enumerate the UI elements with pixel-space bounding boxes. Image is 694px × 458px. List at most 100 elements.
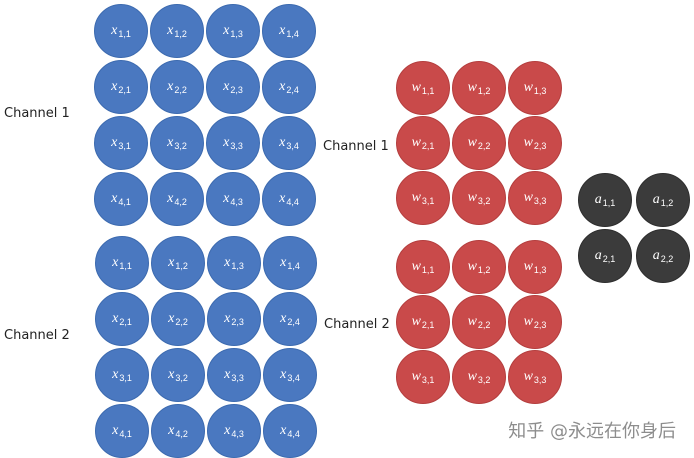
node-label: x2,4 — [279, 78, 299, 95]
node-label: x2,4 — [280, 310, 300, 327]
x-node-1-3: x1,3 — [207, 236, 261, 290]
w-node-1-2: w1,2 — [452, 240, 506, 294]
node-label: w1,3 — [523, 258, 547, 275]
w-node-1-1: w1,1 — [396, 240, 450, 294]
node-label: x4,1 — [112, 422, 132, 439]
x-node-3-3: x3,3 — [207, 348, 261, 402]
node-label: x2,2 — [168, 310, 188, 327]
x-node-3-2: x3,2 — [151, 348, 205, 402]
node-label: x3,2 — [167, 134, 187, 151]
node-label: x2,3 — [223, 78, 243, 95]
node-label: w3,3 — [523, 368, 547, 385]
x-node-2-3: x2,3 — [206, 60, 260, 114]
node-label: w1,1 — [411, 79, 435, 96]
w-node-1-1: w1,1 — [396, 61, 450, 115]
w-node-1-3: w1,3 — [508, 61, 562, 115]
node-label: w3,3 — [523, 189, 547, 206]
node-label: w2,1 — [411, 313, 435, 330]
x-node-4-1: x4,1 — [94, 172, 148, 226]
x-node-4-3: x4,3 — [207, 404, 261, 458]
w-node-2-1: w2,1 — [396, 295, 450, 349]
node-label: x1,4 — [280, 254, 300, 271]
node-label: x3,3 — [223, 134, 243, 151]
node-label: x4,2 — [168, 422, 188, 439]
input-channel-1-label: Channel 1 — [4, 106, 70, 121]
x-node-4-2: x4,2 — [150, 172, 204, 226]
w-node-3-1: w3,1 — [396, 171, 450, 225]
a-node-1-2: a1,2 — [636, 173, 690, 227]
x-node-2-1: x2,1 — [94, 60, 148, 114]
node-label: w2,1 — [411, 134, 435, 151]
node-label: w1,2 — [467, 79, 491, 96]
w-node-3-2: w3,2 — [452, 171, 506, 225]
node-label: x1,2 — [167, 22, 187, 39]
node-label: x1,1 — [112, 254, 132, 271]
node-label: x1,3 — [224, 254, 244, 271]
node-label: x1,3 — [223, 22, 243, 39]
x-node-4-2: x4,2 — [151, 404, 205, 458]
node-label: w3,2 — [467, 368, 491, 385]
x-node-2-4: x2,4 — [263, 292, 317, 346]
node-label: x4,3 — [224, 422, 244, 439]
node-label: x1,1 — [111, 22, 131, 39]
w-node-3-1: w3,1 — [396, 350, 450, 404]
w-node-3-3: w3,3 — [508, 350, 562, 404]
node-label: x2,1 — [112, 310, 132, 327]
node-label: x3,1 — [111, 134, 131, 151]
node-label: w2,2 — [467, 313, 491, 330]
w-node-2-3: w2,3 — [508, 295, 562, 349]
node-label: w2,3 — [523, 134, 547, 151]
x-node-4-1: x4,1 — [95, 404, 149, 458]
node-label: a2,2 — [652, 247, 674, 264]
node-label: x2,3 — [224, 310, 244, 327]
input-channel-2-label: Channel 2 — [4, 328, 70, 343]
x-node-2-2: x2,2 — [150, 60, 204, 114]
x-node-3-1: x3,1 — [95, 348, 149, 402]
node-label: w3,2 — [467, 189, 491, 206]
w-node-1-3: w1,3 — [508, 240, 562, 294]
x-node-1-4: x1,4 — [263, 236, 317, 290]
node-label: x4,4 — [280, 422, 300, 439]
w-node-1-2: w1,2 — [452, 61, 506, 115]
node-label: x4,4 — [279, 190, 299, 207]
node-label: x3,1 — [112, 366, 132, 383]
node-label: w2,2 — [467, 134, 491, 151]
w-node-3-3: w3,3 — [508, 171, 562, 225]
x-node-1-4: x1,4 — [262, 4, 316, 58]
node-label: x1,2 — [168, 254, 188, 271]
node-label: x2,1 — [111, 78, 131, 95]
x-node-1-1: x1,1 — [95, 236, 149, 290]
watermark: 知乎 @永远在你身后 — [508, 421, 676, 442]
node-label: w3,1 — [411, 189, 435, 206]
w-node-3-2: w3,2 — [452, 350, 506, 404]
weight-channel-1-label: Channel 1 — [323, 139, 389, 154]
weight-channel-2-label: Channel 2 — [324, 317, 390, 332]
node-label: w1,3 — [523, 79, 547, 96]
node-label: a1,2 — [652, 191, 674, 208]
a-node-2-1: a2,1 — [578, 229, 632, 283]
node-label: w1,2 — [467, 258, 491, 275]
x-node-1-2: x1,2 — [150, 4, 204, 58]
node-label: x3,4 — [279, 134, 299, 151]
x-node-4-4: x4,4 — [263, 404, 317, 458]
node-label: a2,1 — [594, 247, 616, 264]
x-node-3-3: x3,3 — [206, 116, 260, 170]
x-node-3-1: x3,1 — [94, 116, 148, 170]
w-node-2-1: w2,1 — [396, 116, 450, 170]
x-node-2-2: x2,2 — [151, 292, 205, 346]
node-label: x4,3 — [223, 190, 243, 207]
x-node-2-3: x2,3 — [207, 292, 261, 346]
x-node-4-3: x4,3 — [206, 172, 260, 226]
node-label: a1,1 — [594, 191, 616, 208]
x-node-1-1: x1,1 — [94, 4, 148, 58]
w-node-2-2: w2,2 — [452, 116, 506, 170]
node-label: w2,3 — [523, 313, 547, 330]
w-node-2-2: w2,2 — [452, 295, 506, 349]
x-node-3-4: x3,4 — [262, 116, 316, 170]
node-label: x4,1 — [111, 190, 131, 207]
w-node-2-3: w2,3 — [508, 116, 562, 170]
x-node-2-1: x2,1 — [95, 292, 149, 346]
x-node-2-4: x2,4 — [262, 60, 316, 114]
node-label: w1,1 — [411, 258, 435, 275]
node-label: x3,3 — [224, 366, 244, 383]
